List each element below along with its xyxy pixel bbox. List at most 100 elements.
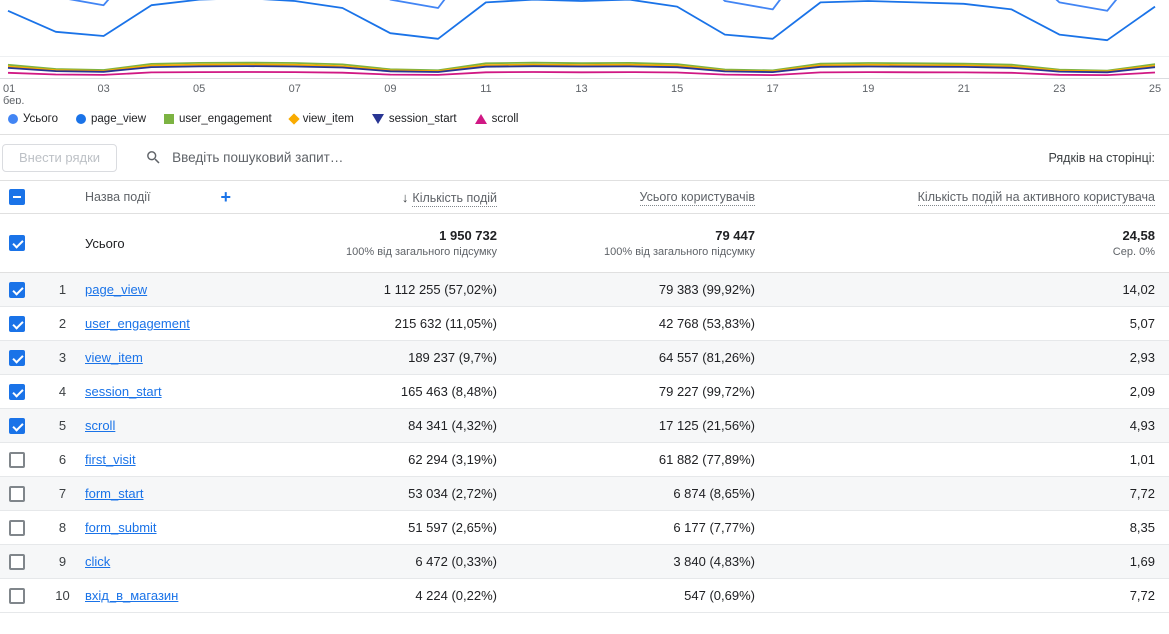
event-link[interactable]: page_view [85, 282, 148, 297]
svg-text:01: 01 [3, 83, 15, 95]
event-link[interactable]: click [85, 554, 111, 569]
event-count-cell: 189 237 (9,7%) [408, 350, 497, 365]
svg-text:11: 11 [480, 83, 491, 95]
event-link[interactable]: first_visit [85, 452, 136, 467]
total-users-cell: 6 874 (8,65%) [673, 486, 755, 501]
legend-item[interactable]: session_start [371, 113, 457, 125]
event-row: 6 first_visit 62 294 (3,19%) 61 882 (77,… [0, 443, 1169, 477]
legend-item[interactable]: Усього [8, 113, 58, 125]
event-count-header[interactable]: ↓ Кількість подій [280, 189, 510, 207]
row-checkbox[interactable] [9, 553, 25, 570]
plot-rows-button[interactable]: Внести рядки [2, 143, 118, 172]
event-link[interactable]: scroll [85, 418, 116, 433]
event-link[interactable]: form_start [85, 486, 144, 501]
svg-text:03: 03 [97, 83, 109, 95]
total-users-cell: 547 (0,69%) [684, 588, 755, 603]
events-per-user-header[interactable]: Кількість подій на активного користувача [768, 190, 1169, 206]
legend-marker-icon [8, 114, 18, 124]
legend-label: user_engagement [179, 113, 272, 125]
events-per-user-cell: 8,35 [1129, 520, 1155, 535]
row-index: 8 [58, 520, 67, 535]
total-users-cell: 79 383 (99,92%) [658, 282, 755, 297]
table-toolbar: Внести рядки Рядків на сторінці: [0, 134, 1169, 180]
svg-text:09: 09 [384, 83, 396, 95]
events-per-user-cell: 4,93 [1129, 418, 1155, 433]
event-link[interactable]: view_item [85, 350, 143, 365]
row-index: 3 [58, 350, 67, 365]
table-search [145, 149, 513, 166]
row-checkbox[interactable] [9, 485, 25, 502]
total-users-cell: 42 768 (53,83%) [658, 316, 755, 331]
row-index: 2 [58, 316, 67, 331]
row-checkbox[interactable] [9, 417, 25, 434]
totals-users: 79 447 [715, 228, 755, 243]
legend-label: Усього [23, 113, 59, 125]
legend-item[interactable]: page_view [76, 113, 146, 125]
events-per-user-cell: 5,07 [1129, 316, 1155, 331]
event-count-cell: 62 294 (3,19%) [408, 452, 497, 467]
legend-marker-icon [371, 114, 384, 124]
add-dimension-icon[interactable]: + [220, 187, 232, 207]
svg-text:бер.: бер. [3, 95, 24, 104]
select-all-checkbox[interactable] [9, 188, 25, 205]
event-row: 2 user_engagement 215 632 (11,05%) 42 76… [0, 307, 1169, 341]
event-count-cell: 53 034 (2,72%) [408, 486, 497, 501]
event-row: 5 scroll 84 341 (4,32%) 17 125 (21,56%) … [0, 409, 1169, 443]
event-row: 4 session_start 165 463 (8,48%) 79 227 (… [0, 375, 1169, 409]
total-users-header-label: Усього користувачів [639, 190, 755, 206]
row-checkbox[interactable] [9, 315, 25, 332]
total-users-cell: 64 557 (81,26%) [658, 350, 755, 365]
event-count-cell: 4 224 (0,22%) [415, 588, 497, 603]
legend-item[interactable]: view_item [288, 113, 354, 125]
event-row: 7 form_start 53 034 (2,72%) 6 874 (8,65%… [0, 477, 1169, 511]
legend-marker-icon [474, 114, 487, 124]
event-link[interactable]: session_start [85, 384, 162, 399]
row-index: 9 [58, 554, 67, 569]
event-row: 3 view_item 189 237 (9,7%) 64 557 (81,26… [0, 341, 1169, 375]
svg-text:19: 19 [862, 83, 874, 95]
event-link[interactable]: вхід_в_магазин [85, 588, 179, 603]
total-users-header[interactable]: Усього користувачів [510, 190, 768, 206]
event-row: 8 form_submit 51 597 (2,65%) 6 177 (7,77… [0, 511, 1169, 545]
event-row: 10 вхід_в_магазин 4 224 (0,22%) 547 (0,6… [0, 579, 1169, 613]
svg-text:25: 25 [1149, 83, 1161, 95]
legend-item[interactable]: scroll [474, 113, 518, 125]
events-per-user-header-label: Кількість подій на активного користувача [917, 190, 1155, 206]
event-link[interactable]: user_engagement [85, 316, 190, 331]
totals-events-per-user: 24,58 [1122, 228, 1155, 243]
search-input[interactable] [172, 150, 513, 165]
legend-item[interactable]: user_engagement [164, 113, 272, 125]
svg-text:07: 07 [289, 83, 301, 95]
legend-label: page_view [91, 113, 146, 125]
row-index: 4 [58, 384, 67, 399]
sort-descending-icon: ↓ [401, 189, 409, 205]
totals-label: Усього [85, 235, 125, 251]
svg-text:15: 15 [671, 83, 683, 95]
row-index: 5 [58, 418, 67, 433]
event-row: 1 page_view 1 112 255 (57,02%) 79 383 (9… [0, 273, 1169, 307]
rows-per-page-label: Рядків на сторінці: [1048, 150, 1155, 165]
event-link[interactable]: form_submit [85, 520, 157, 535]
event-name-header[interactable]: Назва події [85, 190, 151, 204]
events-per-user-cell: 7,72 [1129, 588, 1155, 603]
events-per-user-cell: 2,93 [1129, 350, 1155, 365]
row-checkbox[interactable] [9, 383, 25, 400]
total-users-cell: 79 227 (99,72%) [658, 384, 755, 399]
table-header-row: Назва події + ↓ Кількість подій Усього ко… [0, 180, 1169, 214]
search-icon [147, 151, 160, 164]
legend-marker-icon [164, 114, 174, 124]
totals-checkbox[interactable] [9, 234, 25, 251]
row-checkbox[interactable] [9, 519, 25, 536]
row-checkbox[interactable] [9, 281, 25, 298]
events-per-user-cell: 2,09 [1129, 384, 1155, 399]
row-index: 7 [58, 486, 67, 501]
row-checkbox[interactable] [9, 587, 25, 604]
svg-text:17: 17 [767, 83, 779, 95]
events-per-user-cell: 1,69 [1129, 554, 1155, 569]
total-users-cell: 61 882 (77,89%) [658, 452, 755, 467]
row-checkbox[interactable] [9, 349, 25, 366]
row-index: 10 [55, 588, 70, 603]
row-checkbox[interactable] [9, 451, 25, 468]
